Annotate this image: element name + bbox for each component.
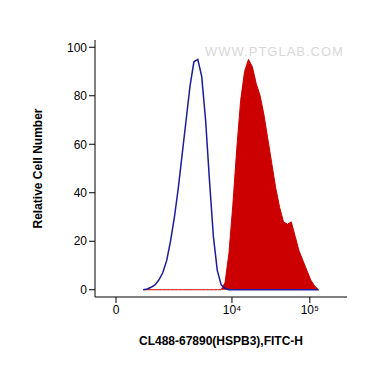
html-text:WWW.PTGLAB.COM: WWW.PTGLAB.COM (205, 44, 344, 59)
svg-text:Relative Cell Number: Relative Cell Number (31, 108, 45, 228)
svg-text:0: 0 (113, 303, 120, 317)
svg-text:CL488-67890(HSPB3),FITC-H: CL488-67890(HSPB3),FITC-H (139, 334, 303, 348)
svg-text:10⁵: 10⁵ (301, 303, 319, 317)
svg-text:20: 20 (74, 234, 88, 248)
svg-text:100: 100 (67, 41, 87, 55)
svg-text:60: 60 (74, 138, 88, 152)
svg-text:10⁴: 10⁴ (223, 303, 242, 317)
svg-text:40: 40 (74, 186, 88, 200)
svg-text:80: 80 (74, 89, 88, 103)
svg-text:0: 0 (80, 283, 87, 297)
